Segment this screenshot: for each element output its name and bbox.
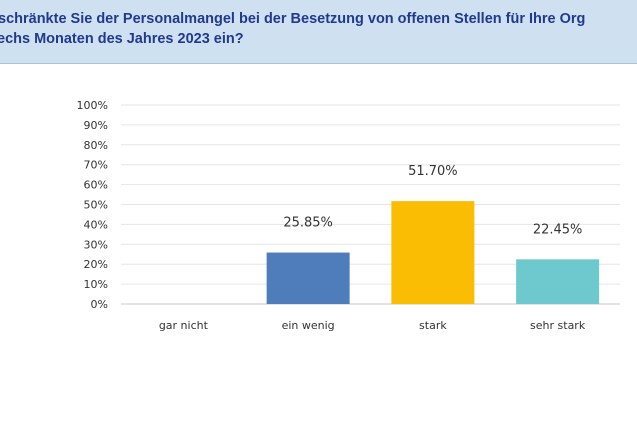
data-label: 22.45% <box>533 222 583 237</box>
y-tick-label: 100% <box>77 99 108 112</box>
bar-chart: 0% 10% 20% 30% 40% 50% 60% 70% 80% 90% 100% gar nic… <box>77 99 620 332</box>
y-tick-label: 0% <box>91 298 108 311</box>
question-title-line-2: echs Monaten des Jahres 2023 ein? <box>0 31 244 47</box>
x-category-label: sehr stark <box>530 319 586 332</box>
x-category-label: gar nicht <box>159 319 209 332</box>
question-title-line-1: schränkte Sie der Personalmangel bei der… <box>0 11 586 27</box>
x-category-label: stark <box>419 319 447 332</box>
bar-ein-wenig <box>266 252 350 304</box>
bar-stark <box>391 201 475 304</box>
y-tick-label: 40% <box>84 218 108 231</box>
y-tick-label: 30% <box>84 238 108 251</box>
data-label: 25.85% <box>283 216 333 231</box>
data-label: 51.70% <box>408 164 458 179</box>
bar-sehr-stark <box>516 259 600 304</box>
x-category-label: ein wenig <box>282 319 335 332</box>
question-banner: schränkte Sie der Personalmangel bei der… <box>0 0 637 64</box>
y-tick-label: 20% <box>84 258 108 271</box>
y-tick-label: 60% <box>84 179 108 192</box>
y-tick-label: 10% <box>84 278 108 291</box>
y-tick-label: 80% <box>84 139 108 152</box>
chart-area: 0% 10% 20% 30% 40% 50% 60% 70% 80% 90% 100% gar nic… <box>0 64 637 421</box>
y-tick-label: 50% <box>84 199 108 212</box>
y-tick-label: 90% <box>84 119 108 132</box>
y-tick-label: 70% <box>84 159 108 172</box>
